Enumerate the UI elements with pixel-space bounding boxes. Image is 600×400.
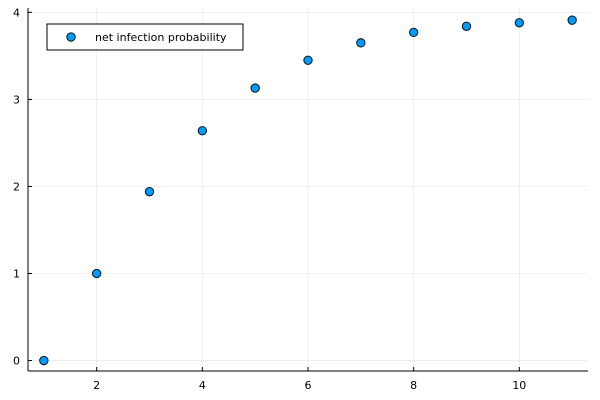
data-point (409, 27, 419, 38)
x-tick-label: 8 (410, 379, 417, 392)
y-tick-label: 1 (13, 268, 20, 281)
x-tick-label: 10 (512, 379, 526, 392)
legend: net infection probability (46, 23, 244, 51)
y-tick-label: 4 (13, 6, 20, 19)
data-point (567, 15, 577, 25)
data-point (250, 83, 260, 93)
x-tick-label: 6 (305, 379, 312, 392)
y-tick-label: 2 (13, 180, 20, 193)
data-point (356, 38, 366, 48)
legend-label: net infection probability (95, 31, 227, 44)
y-tick-label: 0 (13, 355, 20, 368)
data-point (144, 187, 155, 197)
tick-labels: 2 4 6 8 10 0 1 2 3 4 (13, 6, 526, 392)
data-points (39, 15, 577, 366)
grid-lines (28, 8, 588, 371)
x-tick-label: 2 (93, 379, 100, 392)
y-tick-label: 3 (13, 93, 20, 106)
data-point (303, 55, 313, 65)
data-point (92, 268, 102, 279)
legend-box (46, 23, 244, 51)
data-point (197, 126, 207, 136)
data-point (461, 21, 472, 31)
data-point (39, 355, 49, 366)
legend-marker (66, 32, 76, 42)
x-tick-label: 4 (199, 379, 206, 392)
tick-marks (28, 11, 520, 371)
data-point (514, 18, 524, 28)
